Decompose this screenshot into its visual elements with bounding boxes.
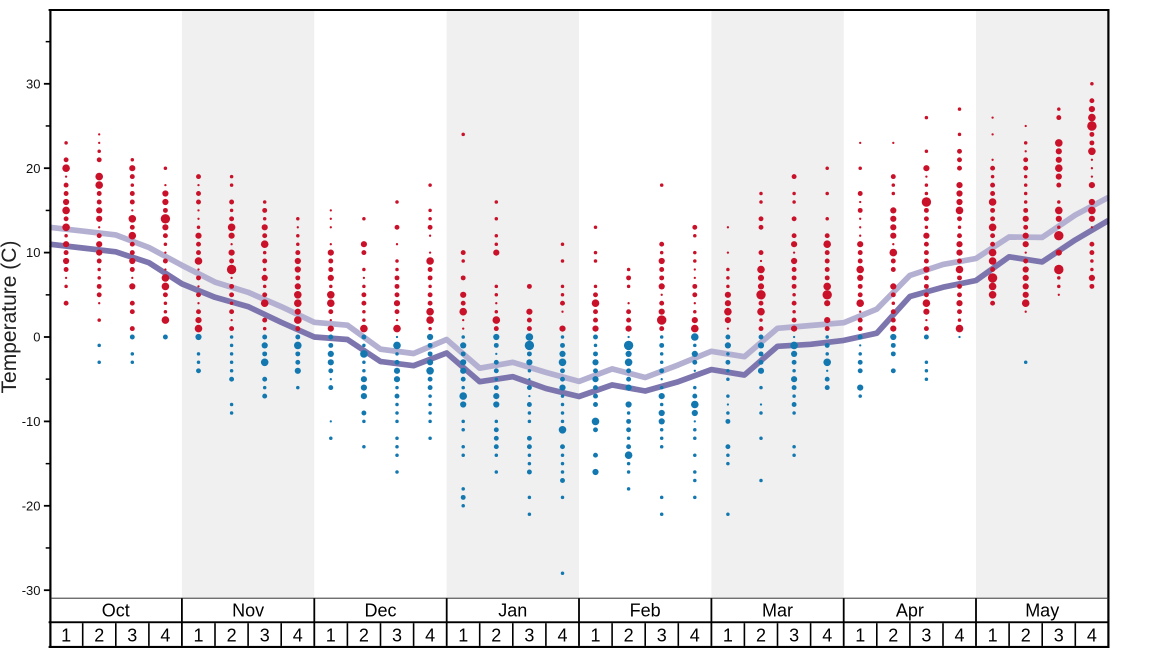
svg-text:4: 4 [425,626,435,646]
svg-text:Dec: Dec [364,601,396,621]
svg-text:2: 2 [1021,626,1031,646]
svg-text:2: 2 [756,626,766,646]
svg-text:1: 1 [193,626,203,646]
svg-text:4: 4 [293,626,303,646]
svg-text:3: 3 [789,626,799,646]
svg-text:Apr: Apr [896,601,924,621]
svg-text:4: 4 [822,626,832,646]
svg-text:3: 3 [524,626,534,646]
svg-text:2: 2 [227,626,237,646]
svg-text:3: 3 [921,626,931,646]
svg-text:1: 1 [988,626,998,646]
svg-text:4: 4 [1087,626,1097,646]
svg-text:4: 4 [160,626,170,646]
svg-text:1: 1 [61,626,71,646]
svg-text:-30: -30 [22,583,41,598]
svg-text:2: 2 [888,626,898,646]
svg-text:Oct: Oct [102,601,130,621]
svg-text:3: 3 [657,626,667,646]
svg-text:1: 1 [723,626,733,646]
svg-text:10: 10 [26,245,40,260]
svg-text:3: 3 [260,626,270,646]
svg-text:1: 1 [326,626,336,646]
svg-text:May: May [1025,601,1059,621]
svg-text:Jan: Jan [498,601,527,621]
svg-text:20: 20 [26,161,40,176]
svg-text:3: 3 [1054,626,1064,646]
svg-text:Nov: Nov [232,601,264,621]
svg-text:4: 4 [954,626,964,646]
svg-text:Temperature (C): Temperature (C) [0,241,21,394]
svg-text:4: 4 [557,626,567,646]
svg-text:1: 1 [590,626,600,646]
svg-text:2: 2 [359,626,369,646]
svg-text:2: 2 [491,626,501,646]
svg-text:-20: -20 [22,498,41,513]
svg-text:1: 1 [458,626,468,646]
svg-text:4: 4 [690,626,700,646]
svg-text:3: 3 [392,626,402,646]
svg-text:0: 0 [33,330,40,345]
svg-text:2: 2 [94,626,104,646]
svg-text:3: 3 [127,626,137,646]
svg-text:Feb: Feb [630,601,661,621]
svg-text:1: 1 [855,626,865,646]
svg-text:2: 2 [624,626,634,646]
svg-text:Mar: Mar [762,601,793,621]
svg-text:-10: -10 [22,414,41,429]
svg-text:30: 30 [26,76,40,91]
